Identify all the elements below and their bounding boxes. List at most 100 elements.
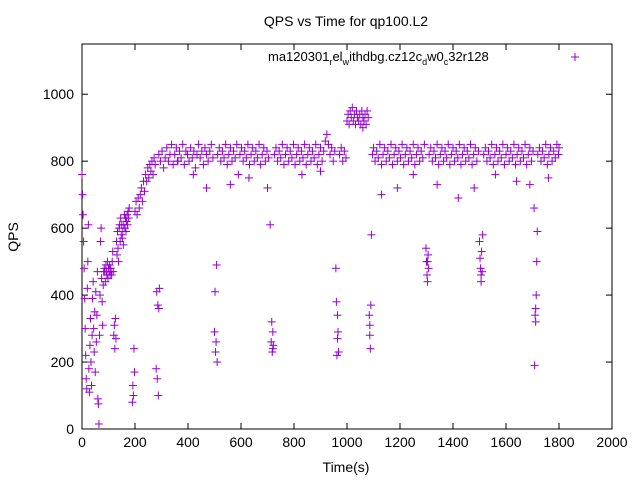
data-point bbox=[452, 147, 461, 156]
data-point bbox=[532, 291, 541, 300]
data-point bbox=[461, 157, 470, 166]
data-point bbox=[79, 210, 88, 219]
data-point bbox=[156, 157, 165, 166]
y-tick-label: 0 bbox=[66, 421, 74, 437]
data-point bbox=[144, 173, 153, 182]
data-point bbox=[324, 140, 333, 149]
data-point bbox=[444, 140, 453, 149]
data-point bbox=[114, 244, 123, 253]
data-point bbox=[372, 147, 381, 156]
legend-marker bbox=[571, 53, 579, 61]
data-point bbox=[154, 304, 163, 313]
data-point bbox=[98, 321, 107, 330]
data-point bbox=[468, 160, 477, 169]
data-point bbox=[207, 140, 216, 149]
data-point bbox=[204, 157, 213, 166]
data-point bbox=[202, 150, 211, 159]
data-point bbox=[476, 254, 485, 263]
data-point bbox=[436, 150, 445, 159]
data-point bbox=[276, 153, 285, 162]
data-point bbox=[535, 143, 544, 152]
data-point bbox=[367, 230, 376, 239]
data-point bbox=[155, 284, 164, 293]
data-point bbox=[247, 150, 256, 159]
data-point bbox=[543, 160, 552, 169]
data-point bbox=[259, 143, 268, 152]
data-point bbox=[114, 257, 123, 266]
axis-ticks: 0 200 400 600 800 1000 1200 1400 1600 1800 2000 0 20… bbox=[43, 44, 628, 450]
data-point bbox=[297, 170, 306, 179]
data-point bbox=[289, 140, 298, 149]
data-point bbox=[396, 153, 405, 162]
data-point bbox=[189, 170, 198, 179]
data-point bbox=[474, 147, 483, 156]
data-point bbox=[78, 170, 86, 179]
data-point bbox=[458, 150, 467, 159]
data-point bbox=[529, 147, 538, 156]
x-tick-label: 600 bbox=[229, 434, 253, 450]
data-point bbox=[525, 180, 534, 189]
data-point bbox=[287, 153, 296, 162]
data-point bbox=[123, 220, 132, 229]
data-point bbox=[409, 170, 418, 179]
data-point bbox=[394, 147, 403, 156]
data-point bbox=[380, 143, 389, 152]
data-point bbox=[215, 143, 224, 152]
data-point bbox=[327, 143, 336, 152]
data-point bbox=[130, 368, 139, 377]
data-point bbox=[185, 157, 194, 166]
data-point bbox=[508, 153, 517, 162]
data-point bbox=[81, 324, 90, 333]
data-point bbox=[278, 140, 287, 149]
legend-marker-symbol bbox=[571, 53, 579, 61]
data-point bbox=[108, 247, 117, 256]
x-tick-label: 200 bbox=[123, 434, 147, 450]
data-point bbox=[540, 153, 549, 162]
data-point bbox=[186, 143, 195, 152]
data-point bbox=[235, 150, 244, 159]
data-point bbox=[196, 153, 205, 162]
data-point bbox=[154, 150, 163, 159]
data-point bbox=[284, 157, 293, 166]
legend-label: ma120301relwithdbg.cz12cdw0c32r128 bbox=[268, 49, 489, 67]
y-tick-label: 800 bbox=[51, 153, 75, 169]
data-point bbox=[552, 140, 561, 149]
data-point bbox=[79, 237, 88, 246]
data-point bbox=[87, 358, 96, 367]
data-point bbox=[92, 337, 101, 346]
data-point bbox=[244, 173, 253, 182]
data-point bbox=[258, 150, 267, 159]
data-point bbox=[268, 327, 277, 336]
data-point bbox=[250, 157, 259, 166]
data-point bbox=[544, 150, 553, 159]
data-point bbox=[425, 150, 434, 159]
data-point bbox=[279, 160, 288, 169]
data-point bbox=[154, 391, 163, 400]
data-point bbox=[368, 150, 377, 159]
data-point bbox=[477, 277, 486, 286]
data-point bbox=[303, 150, 312, 159]
data-point bbox=[341, 153, 350, 162]
data-point bbox=[469, 150, 478, 159]
data-point bbox=[484, 147, 493, 156]
data-point bbox=[522, 160, 531, 169]
data-point bbox=[498, 140, 507, 149]
data-point bbox=[382, 157, 391, 166]
data-point bbox=[248, 143, 257, 152]
data-point bbox=[449, 143, 457, 152]
data-point bbox=[111, 314, 120, 323]
data-point bbox=[243, 140, 252, 149]
data-point bbox=[191, 163, 200, 172]
data-point bbox=[268, 348, 277, 356]
data-point bbox=[371, 157, 380, 166]
data-point bbox=[223, 160, 232, 169]
data-point bbox=[363, 106, 372, 115]
data-point bbox=[97, 224, 106, 233]
data-point bbox=[90, 348, 99, 356]
data-point bbox=[264, 153, 273, 162]
data-point bbox=[366, 301, 375, 310]
data-point bbox=[169, 160, 178, 169]
data-point bbox=[386, 140, 395, 149]
data-point bbox=[385, 153, 394, 162]
data-point bbox=[348, 103, 357, 112]
